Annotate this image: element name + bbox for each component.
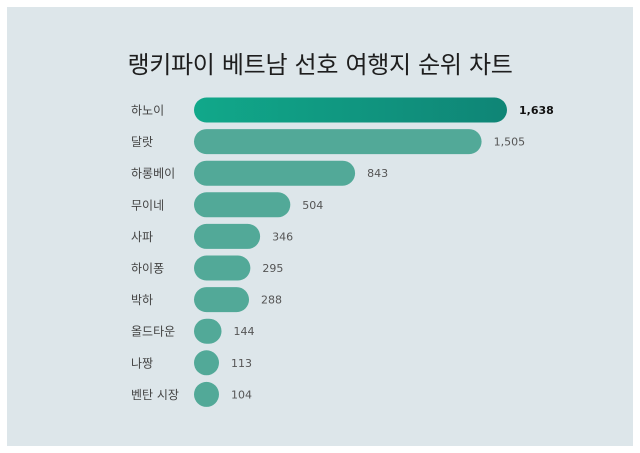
bar [194, 97, 507, 123]
value-label: 104 [231, 388, 252, 401]
bar [194, 287, 250, 313]
category-label: 박하 [131, 293, 153, 307]
value-label: 144 [234, 325, 255, 338]
category-label: 하이퐁 [131, 262, 164, 276]
bar [194, 129, 482, 155]
bar [194, 255, 251, 281]
bar-chart: 하노이 1,638 달랏 1,505 하롱베이 843 무이네 504 사파 346 하이퐁 295 박… [131, 97, 554, 407]
category-label: 하롱베이 [131, 167, 175, 181]
value-label: 288 [261, 294, 282, 307]
category-label: 나짱 [131, 356, 153, 370]
value-label: 843 [367, 167, 388, 180]
category-label: 무이네 [131, 198, 164, 212]
value-label: 1,638 [519, 104, 554, 117]
value-label: 346 [272, 230, 293, 243]
bar [194, 192, 291, 218]
chart-card: 랭키파이 베트남 선호 여행지 순위 차트 하노이 1,638 달랏 1,505 하롱베… [7, 7, 633, 446]
value-label: 1,505 [494, 136, 525, 149]
bar [194, 160, 356, 186]
category-label: 벤탄 시장 [131, 388, 179, 402]
chart-title: 랭키파이 베트남 선호 여행지 순위 차트 [127, 51, 513, 79]
bar [194, 350, 219, 376]
value-label: 295 [262, 262, 283, 275]
bar [194, 381, 219, 407]
bar [194, 223, 261, 249]
category-label: 올드타운 [131, 325, 175, 339]
value-label: 504 [302, 199, 323, 212]
category-label: 사파 [131, 230, 153, 244]
category-label: 하노이 [131, 104, 164, 118]
bar [194, 318, 222, 344]
category-label: 달랏 [131, 135, 153, 149]
value-label: 113 [231, 357, 252, 370]
